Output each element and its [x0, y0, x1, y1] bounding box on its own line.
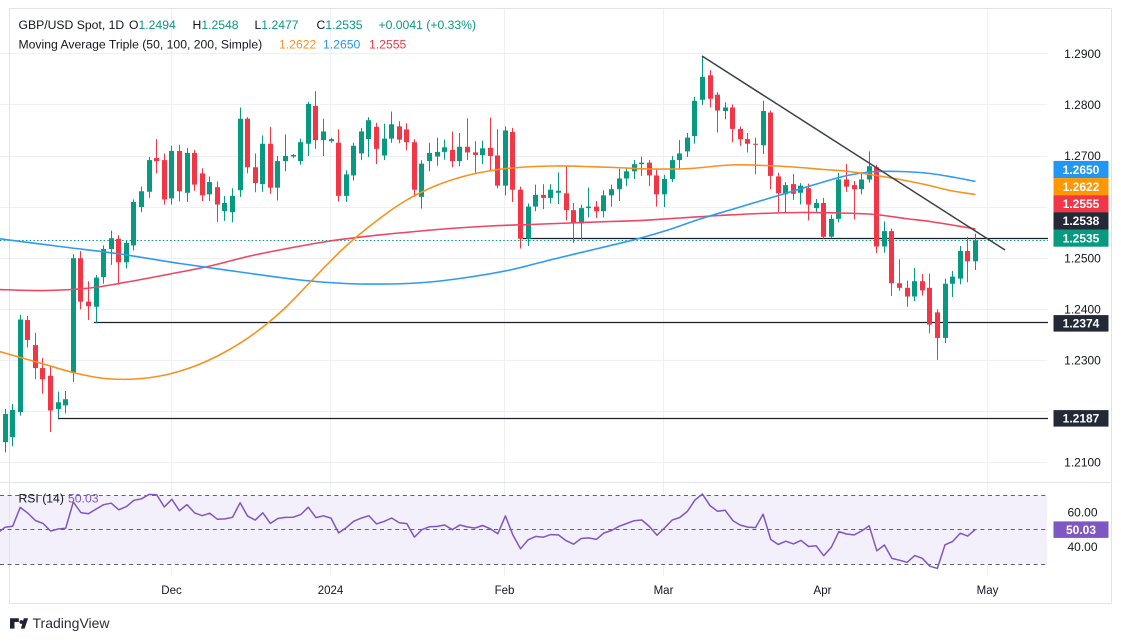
svg-text:1.2374: 1.2374 — [1063, 317, 1100, 331]
svg-text:60.00: 60.00 — [1067, 506, 1097, 520]
svg-text:1.2650: 1.2650 — [323, 37, 360, 51]
svg-text:1.2300: 1.2300 — [1064, 354, 1101, 368]
svg-text:Moving Average Triple (50, 100: Moving Average Triple (50, 100, 200, Sim… — [19, 37, 263, 51]
svg-text:1.2500: 1.2500 — [1064, 251, 1101, 265]
svg-text:L1.2477: L1.2477 — [255, 18, 299, 32]
svg-text:1.2622: 1.2622 — [1063, 180, 1100, 194]
svg-text:1.2535: 1.2535 — [1063, 231, 1100, 245]
svg-text:50.03: 50.03 — [1066, 523, 1096, 537]
svg-text:C1.2535: C1.2535 — [317, 18, 363, 32]
svg-text:Mar: Mar — [654, 585, 674, 597]
svg-text:1.2650: 1.2650 — [1063, 163, 1100, 177]
svg-text:50.03: 50.03 — [68, 492, 99, 506]
svg-text:May: May — [977, 585, 999, 597]
svg-text:1.2400: 1.2400 — [1064, 302, 1101, 316]
svg-text:H1.2548: H1.2548 — [193, 18, 239, 32]
svg-text:TradingView: TradingView — [33, 615, 111, 631]
svg-text:1.2100: 1.2100 — [1064, 456, 1101, 470]
svg-text:Feb: Feb — [495, 585, 515, 597]
svg-text:2024: 2024 — [318, 585, 344, 597]
svg-text:1.2700: 1.2700 — [1064, 149, 1101, 163]
svg-text:1.2555: 1.2555 — [369, 37, 406, 51]
svg-text:GBP/USD Spot, 1D: GBP/USD Spot, 1D — [19, 18, 125, 32]
svg-text:Dec: Dec — [161, 585, 182, 597]
svg-text:1.2800: 1.2800 — [1064, 98, 1101, 112]
svg-text:RSI (14): RSI (14) — [19, 492, 64, 506]
svg-text:1.2187: 1.2187 — [1063, 412, 1100, 426]
svg-text:1.2900: 1.2900 — [1064, 47, 1101, 61]
svg-text:+0.0041 (+0.33%): +0.0041 (+0.33%) — [379, 18, 477, 32]
svg-text:1.2555: 1.2555 — [1063, 197, 1100, 211]
svg-text:O1.2494: O1.2494 — [129, 18, 176, 32]
svg-text:Apr: Apr — [814, 585, 832, 597]
svg-text:1.2538: 1.2538 — [1063, 214, 1100, 228]
svg-text:40.00: 40.00 — [1067, 540, 1097, 554]
svg-text:1.2622: 1.2622 — [279, 37, 316, 51]
